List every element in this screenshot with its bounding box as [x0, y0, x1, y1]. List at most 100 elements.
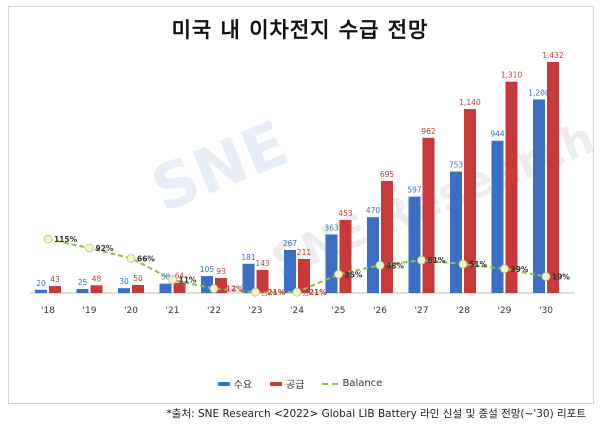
bar-supply — [256, 269, 269, 293]
x-tick-label: '30 — [539, 306, 553, 316]
bar-label-demand: 267 — [283, 239, 298, 248]
bar-label-demand: 1,200 — [528, 88, 550, 97]
x-tick-label: '26 — [373, 306, 387, 316]
x-tick-label: '18 — [41, 306, 55, 316]
bar-label-supply: 453 — [338, 209, 353, 218]
bar-supply — [547, 62, 559, 293]
legend-swatch-demand — [217, 381, 230, 386]
x-tick-label: '29 — [498, 306, 512, 316]
bar-label-supply: 1,432 — [542, 51, 564, 60]
legend-item-demand: 수요 — [217, 376, 253, 391]
bar-label-supply: 143 — [255, 259, 270, 268]
bar-supply — [464, 109, 476, 293]
bar-label-demand: 597 — [407, 186, 422, 195]
bar-label-supply: 93 — [216, 267, 226, 276]
balance-point — [292, 287, 302, 297]
balance-label: 11% — [179, 276, 197, 285]
legend-label-demand: 수요 — [233, 380, 253, 391]
chart-title: 미국 내 이차전지 수급 전망 — [171, 18, 429, 42]
bar-demand — [408, 196, 421, 293]
bar-label-supply: 211 — [297, 248, 312, 257]
balance-label: △21% — [262, 288, 286, 297]
legend: 수요 공급 Balance — [0, 376, 600, 391]
legend-swatch-balance — [322, 382, 339, 385]
legend-swatch-supply — [270, 381, 283, 386]
balance-point — [251, 287, 260, 297]
bar-label-supply: 695 — [380, 170, 395, 179]
bar-supply — [505, 81, 518, 293]
bar-label-demand: 181 — [241, 253, 256, 262]
bar-label-supply: 43 — [50, 275, 60, 284]
bar-demand — [533, 99, 545, 293]
balance-point — [417, 255, 426, 265]
balance-label: 61% — [428, 256, 446, 265]
balance-label: 51% — [469, 260, 487, 269]
x-tick-label: '22 — [207, 306, 221, 316]
bar-demand — [118, 288, 130, 293]
bar-label-supply: 962 — [421, 127, 436, 136]
legend-item-balance: Balance — [322, 376, 382, 391]
balance-point — [334, 269, 343, 279]
bar-label-demand: 363 — [324, 223, 339, 232]
bar-label-demand: 944 — [490, 130, 505, 139]
balance-label: 39% — [511, 265, 529, 274]
legend-item-supply: 공급 — [270, 376, 304, 391]
balance-point — [85, 243, 94, 253]
balance-point — [209, 284, 219, 294]
bar-label-supply: 48 — [92, 274, 102, 283]
x-tick-label: '24 — [290, 306, 304, 316]
bar-label-supply: 64 — [175, 272, 185, 281]
balance-point — [126, 253, 136, 263]
bar-demand — [491, 140, 504, 293]
bar-demand — [450, 171, 462, 293]
legend-label-supply: 공급 — [286, 380, 305, 391]
balance-label: △12% — [220, 285, 244, 294]
x-tick-label: '23 — [249, 306, 263, 316]
bar-label-supply: 1,310 — [501, 71, 523, 80]
bar-demand — [284, 249, 296, 293]
legend-label-balance: Balance — [342, 378, 383, 389]
balance-label: 48% — [386, 261, 404, 270]
bar-demand — [367, 217, 379, 293]
balance-label: 25% — [345, 270, 363, 279]
balance-label: 92% — [96, 244, 114, 253]
footnote: *출처: SNE Research <2022> Global LIB Batt… — [166, 408, 586, 420]
bar-demand — [159, 283, 172, 293]
bar-label-demand: 753 — [449, 161, 464, 170]
x-tick-label: '20 — [124, 306, 138, 316]
bar-demand — [76, 288, 89, 293]
bar-supply — [132, 284, 144, 293]
bar-demand — [325, 234, 338, 293]
x-tick-label: '21 — [166, 306, 180, 316]
balance-point — [458, 259, 468, 269]
x-tick-label: '28 — [456, 306, 470, 316]
bar-supply — [339, 219, 352, 293]
bar-supply — [90, 285, 103, 293]
balance-point — [43, 234, 53, 244]
bar-label-supply: 50 — [133, 274, 143, 283]
bar-demand — [35, 289, 47, 293]
balance-point — [500, 264, 509, 274]
bar-supply — [49, 286, 61, 293]
x-tick-label: '25 — [332, 306, 346, 316]
balance-label: 115% — [54, 235, 78, 244]
bar-label-demand: 105 — [200, 265, 215, 274]
x-tick-label: '27 — [415, 306, 429, 316]
balance-label: 19% — [552, 273, 570, 282]
balance-label: 66% — [137, 254, 155, 263]
x-tick-label: '19 — [83, 306, 97, 316]
bar-demand — [242, 263, 255, 293]
bar-label-supply: 1,140 — [459, 98, 481, 107]
bar-label-demand: 20 — [36, 279, 46, 288]
bar-label-demand: 30 — [119, 277, 129, 286]
balance-point — [541, 272, 551, 281]
bar-label-demand: 470 — [366, 206, 381, 215]
balance-label: △21% — [303, 288, 327, 297]
bar-supply — [173, 282, 186, 293]
balance-point — [168, 275, 177, 285]
bar-supply — [422, 137, 435, 293]
bar-supply — [381, 180, 393, 293]
bar-supply — [298, 258, 310, 293]
bar-label-demand: 25 — [78, 278, 88, 287]
